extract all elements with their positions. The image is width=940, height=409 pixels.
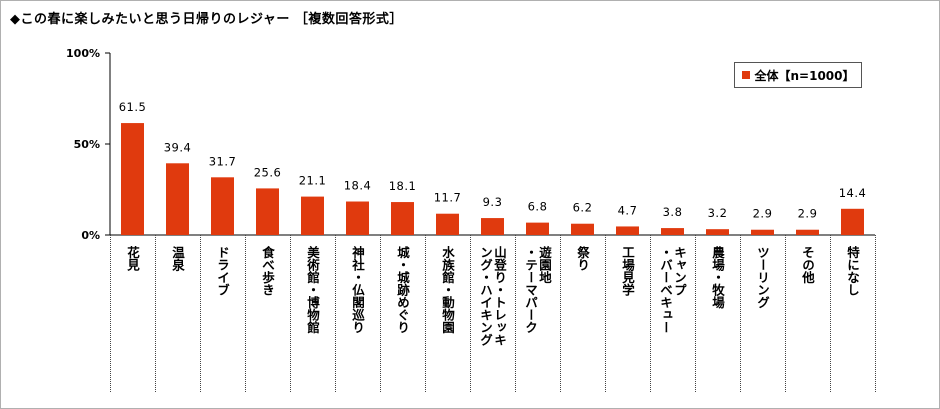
category-label: ・テーマパーク (523, 246, 538, 334)
category-label: キャンプ (672, 246, 687, 296)
data-label: 18.1 (389, 179, 417, 193)
data-label: 21.1 (299, 174, 327, 188)
category-label: 食べ歩き (260, 245, 275, 296)
data-label: 61.5 (119, 100, 147, 114)
data-label: 4.7 (618, 203, 638, 217)
category-label: 祭り (575, 245, 590, 271)
bar (346, 201, 369, 235)
category-label: その他 (800, 246, 815, 284)
bar (571, 223, 594, 235)
bar (436, 213, 459, 235)
bar (166, 163, 189, 235)
category-label: ング・ハイキング (478, 246, 493, 346)
category-label: 城・城跡めぐり (395, 245, 410, 334)
data-label: 39.4 (164, 140, 192, 154)
category-label: 特になし (845, 245, 860, 296)
category-label: 工場見学 (620, 246, 635, 297)
data-label: 25.6 (254, 165, 282, 179)
category-label: ・バーベキュー (658, 246, 673, 334)
bar (841, 208, 864, 235)
data-label: 2.9 (798, 207, 818, 221)
data-label: 14.4 (839, 186, 867, 200)
data-label: 3.8 (663, 205, 683, 219)
bar (481, 218, 504, 235)
y-tick-label: 0% (81, 229, 100, 242)
data-label: 6.8 (528, 200, 548, 214)
category-label: 神社・仏閣巡り (350, 245, 365, 334)
category-label: 遊園地 (537, 245, 552, 284)
legend-swatch (741, 71, 750, 79)
legend-label: 全体【n=1000】 (754, 68, 855, 83)
data-label: 31.7 (209, 154, 237, 168)
bar (211, 177, 234, 235)
category-label: 水族館・動物園 (440, 245, 455, 334)
data-label: 2.9 (753, 207, 773, 221)
category-label: 山登り・トレッキ (492, 245, 507, 346)
data-label: 9.3 (483, 195, 503, 209)
y-tick-label: 50% (74, 138, 100, 151)
data-label: 11.7 (434, 191, 462, 205)
bar (751, 229, 774, 235)
data-label: 6.2 (573, 201, 593, 215)
category-label: 温泉 (170, 246, 185, 272)
category-label: ツーリング (755, 246, 770, 309)
category-label: ドライブ (215, 246, 230, 296)
data-label: 18.4 (344, 179, 372, 193)
category-label: 花見 (125, 245, 140, 272)
chart-title: ◆この春に楽しみたいと思う日帰りのレジャー ［複数回答形式］ (10, 12, 403, 27)
bar (796, 229, 819, 235)
bar (121, 123, 144, 235)
bar (391, 202, 414, 235)
bar (661, 228, 684, 235)
bar (526, 222, 549, 235)
category-label: 農場・牧場 (710, 245, 725, 309)
bar (256, 188, 279, 235)
bar (706, 229, 729, 235)
category-label: 美術館・博物館 (305, 245, 320, 334)
y-tick-label: 100% (66, 47, 100, 60)
data-label: 3.2 (708, 206, 728, 220)
legend: 全体【n=1000】 (734, 62, 862, 88)
bar (301, 196, 324, 235)
bar (616, 226, 639, 235)
